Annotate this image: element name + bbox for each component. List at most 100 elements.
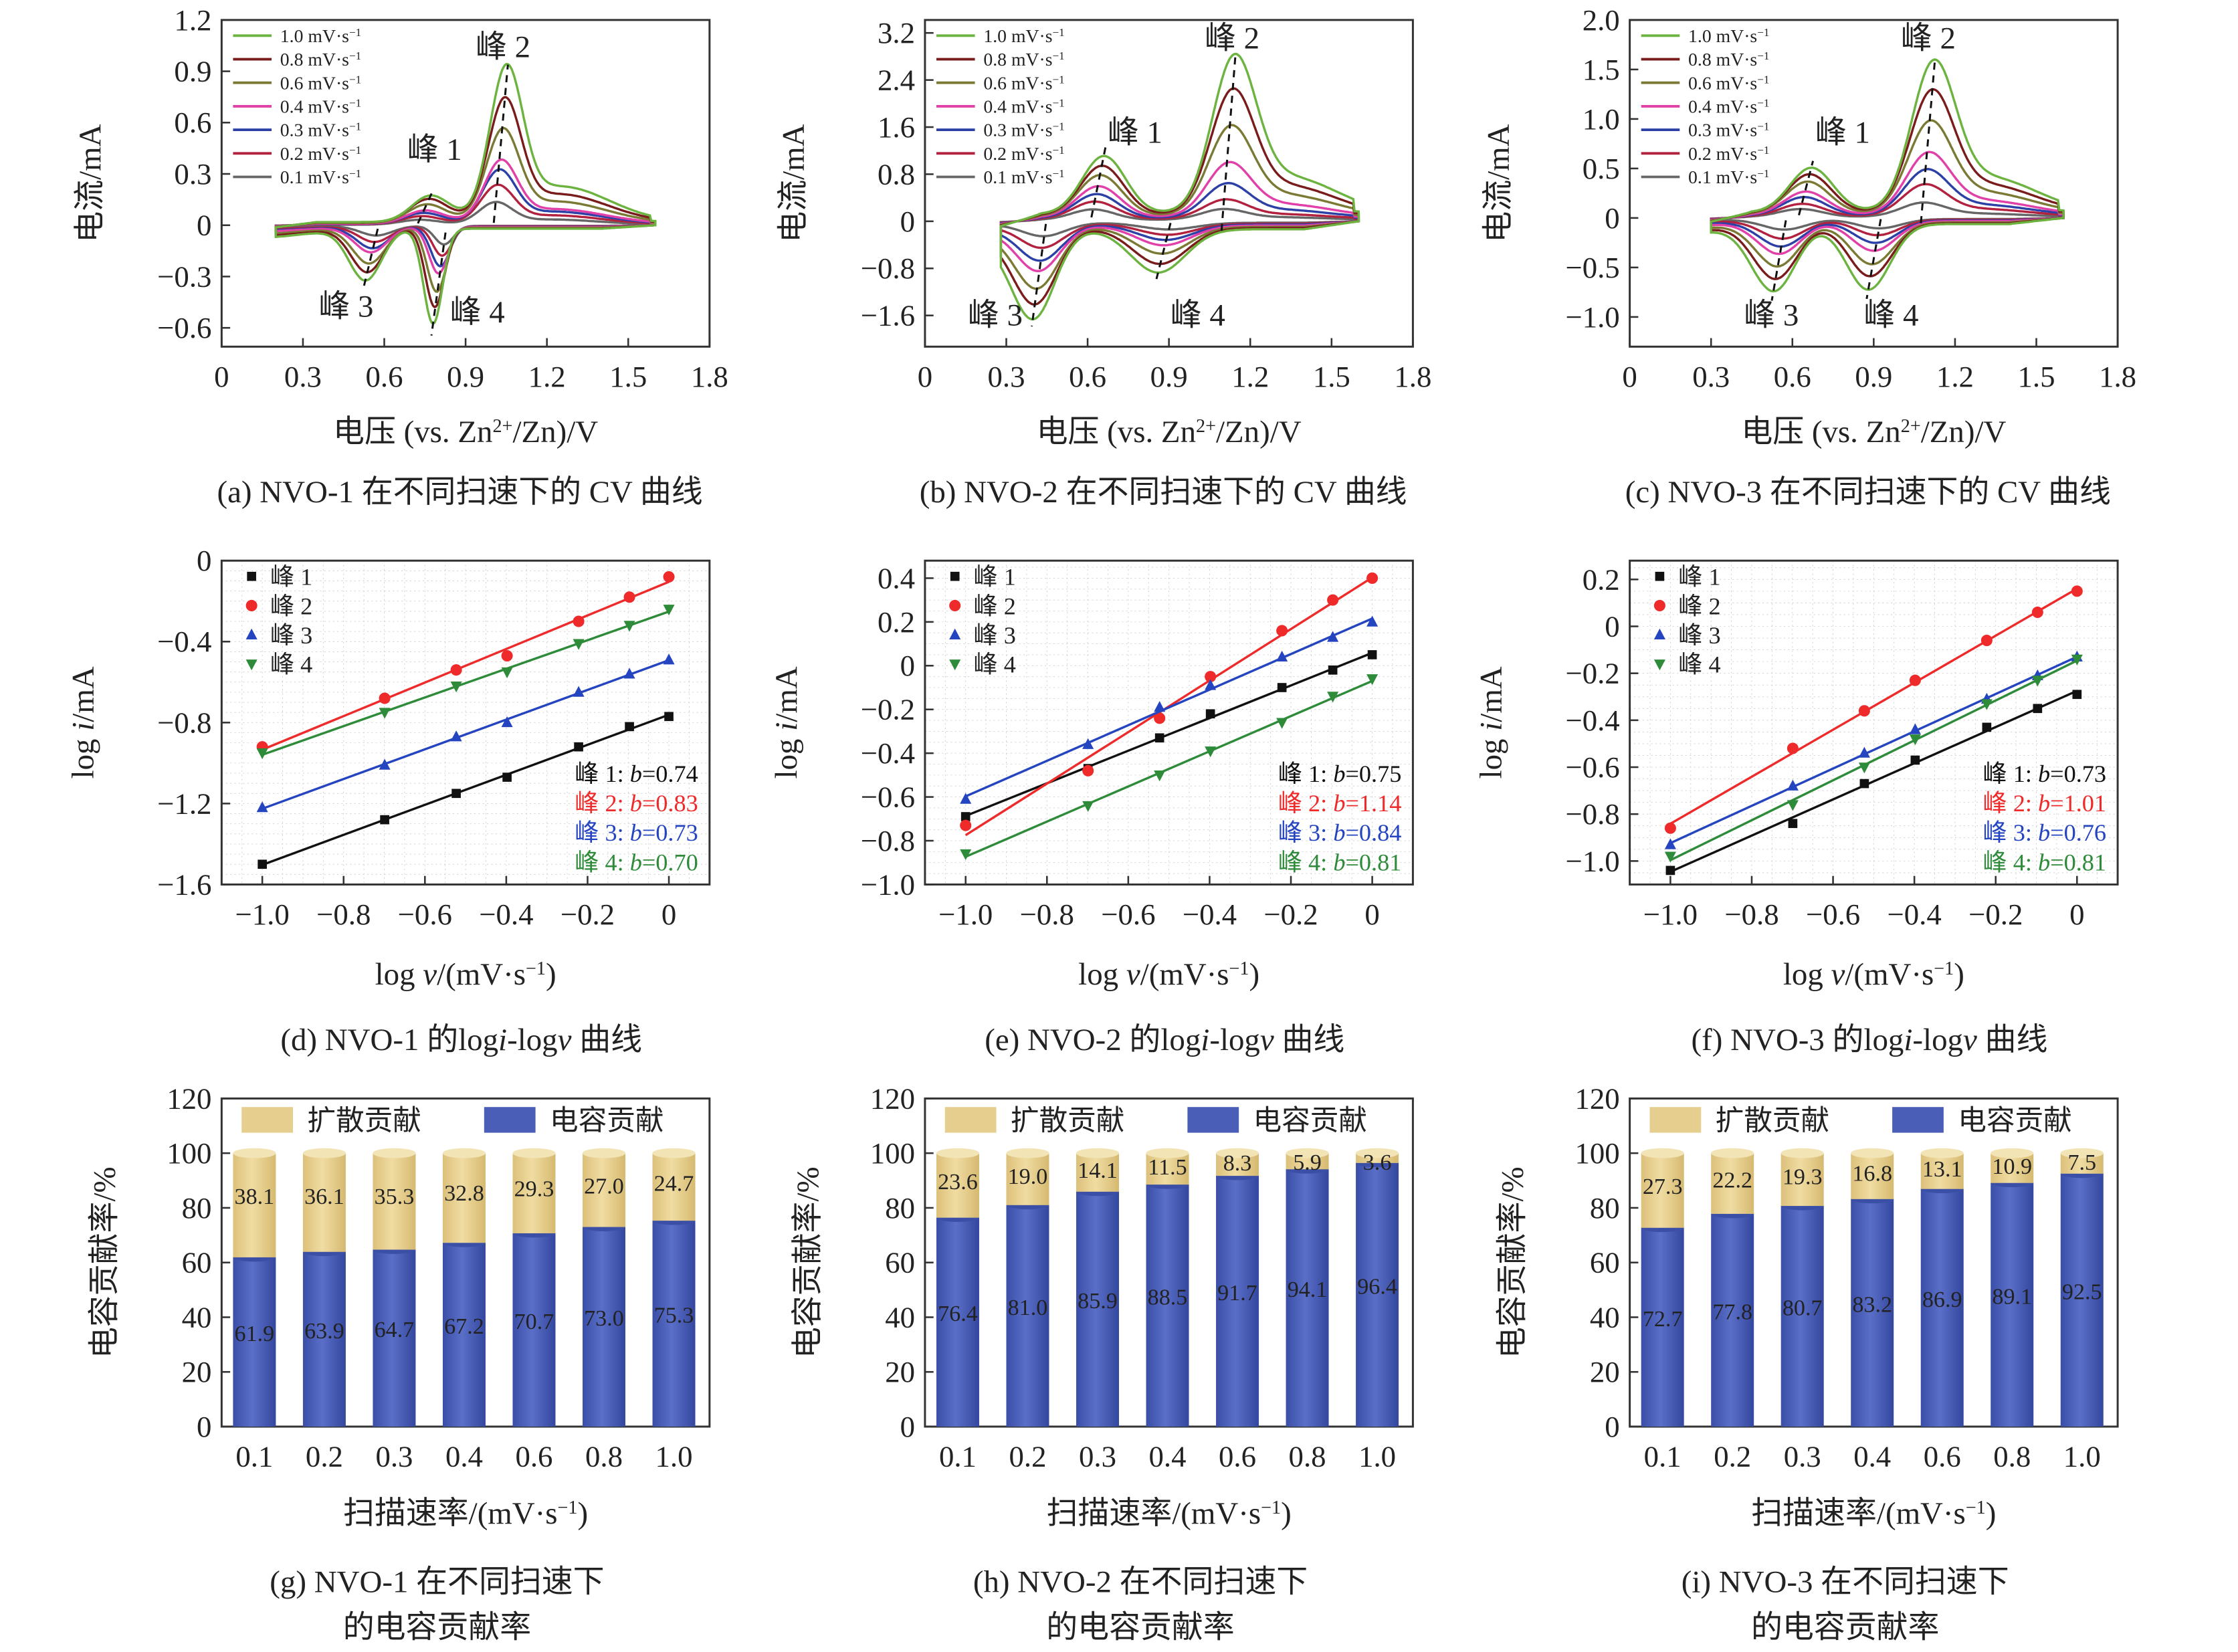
capacitive-bar-segment [1991, 1182, 2034, 1427]
x-tick-label: 0.3 [1784, 1440, 1821, 1473]
x-tick-label: 0.1 [939, 1440, 977, 1473]
y-tick-label: −0.8 [1565, 797, 1619, 831]
capacitive-bar-segment [1006, 1205, 1049, 1427]
legend-unit-exponent: −1 [1757, 167, 1769, 180]
stacked-bar: 63.9 36.1 [302, 1148, 346, 1427]
triangle-down-marker [1205, 746, 1217, 758]
legend-swatch-diffusion [944, 1107, 997, 1133]
legend-label: 0.1 mV·s−1 [1688, 167, 1769, 187]
b-value: =0.81 [2050, 849, 2106, 875]
legend-label: 峰 4 [1678, 651, 1720, 678]
diffusion-bar-segment [373, 1153, 416, 1250]
b-value: =0.75 [1345, 760, 1401, 787]
diffusion-value-label: 24.7 [654, 1171, 694, 1196]
triangle-down-marker [1276, 718, 1288, 729]
triangle-up-marker [450, 730, 462, 742]
text-part: /(mV·s [1845, 957, 1934, 992]
legend-label: 峰 2 [270, 593, 312, 619]
y-tick-label: 0.9 [174, 55, 211, 88]
y-tick-label: 40 [182, 1300, 212, 1334]
capacitive-value-label: 70.7 [514, 1310, 554, 1334]
diffusion-value-label: 5.9 [1293, 1150, 1322, 1175]
diffusion-value-label: 13.1 [1922, 1157, 1962, 1182]
x-tick-label: 0.4 [1853, 1440, 1891, 1473]
legend-unit-exponent: −1 [1053, 96, 1065, 109]
fit-label: 峰 2: [1278, 790, 1334, 817]
text-part: −1 [1261, 1498, 1281, 1518]
x-axis-label: 扫描速率/(mV·s−1) [1047, 1496, 1292, 1531]
capacitive-value-label: 91.7 [1217, 1281, 1257, 1306]
legend-label: 0.4 mV·s−1 [280, 96, 361, 117]
square-marker [2033, 704, 2043, 714]
fit-line [965, 651, 1373, 817]
diffusion-bar-segment [1146, 1153, 1189, 1185]
capacitive-bar-segment [302, 1251, 346, 1427]
y-tick-label: 0.4 [878, 561, 915, 595]
text-part: (h) NVO-2 在不同扫速下 [973, 1564, 1308, 1599]
x-axis-label: 电压 (vs. Zn2+/Zn)/V [1037, 415, 1302, 449]
b-symbol: b [2038, 760, 2050, 787]
b-value-annotation: 峰 4: b=0.70 [575, 849, 698, 875]
x-tick-label: 0.6 [1069, 360, 1106, 393]
text-part: /Zn)/V [1216, 415, 1302, 449]
bar-cap [373, 1148, 416, 1158]
text-part: i [498, 1023, 507, 1057]
legend-label: 0.6 mV·s−1 [280, 72, 361, 93]
diffusion-value-label: 19.0 [1008, 1164, 1048, 1189]
fit-label: 峰 4: [1982, 849, 2038, 875]
y-tick-label: −0.4 [861, 736, 915, 770]
triangle-down-marker [663, 605, 675, 616]
y-tick-label: −0.2 [1565, 657, 1619, 690]
circle-marker [960, 819, 972, 831]
square-marker [1277, 683, 1287, 692]
triangle-up-marker [1787, 779, 1799, 791]
x-tick-label: 0.6 [1219, 1440, 1256, 1473]
y-tick-label: 60 [1590, 1246, 1620, 1279]
diffusion-value-label: 3.6 [1363, 1150, 1392, 1175]
b-value-annotation: 峰 3: b=0.84 [1278, 819, 1402, 846]
legend-unit-exponent: −1 [1757, 143, 1769, 156]
legend-label: 峰 4 [973, 651, 1015, 678]
y-tick-label: 0 [900, 205, 915, 238]
y-axis-label: 电容贡献率/% [87, 1166, 122, 1358]
text-part: 电容贡献率/% [791, 1166, 825, 1358]
text-part: ) [1281, 1496, 1292, 1531]
x-axis-label: 扫描速率/(mV·s−1) [1751, 1496, 1996, 1531]
legend-label: 峰 2 [1678, 593, 1720, 619]
bar-cap [936, 1148, 979, 1158]
capacitive-bar-segment [1286, 1169, 1329, 1427]
fit-label: 峰 3: [1982, 819, 2038, 846]
caption: (i) NVO-3 在不同扫速下的电容贡献率 [1682, 1564, 2009, 1645]
bar-cap [233, 1148, 276, 1158]
y-tick-label: 0 [900, 649, 915, 682]
legend-unit-exponent: −1 [1053, 49, 1065, 62]
b-symbol: b [2038, 849, 2050, 875]
diffusion-bar-segment [1006, 1153, 1049, 1205]
x-tick-label: 0.6 [366, 360, 403, 393]
y-tick-label: 80 [182, 1191, 212, 1225]
triangle-up-marker [1909, 723, 1921, 734]
b-value-annotation: 峰 4: b=0.81 [1278, 849, 1402, 875]
legend-swatch-diffusion [241, 1107, 293, 1133]
circle-marker [1664, 822, 1676, 834]
b-symbol: b [1333, 790, 1345, 817]
peak-label: 峰 2 [1901, 21, 1956, 56]
x-tick-label: 1.8 [2099, 360, 2136, 393]
x-tick-label: 0.8 [1289, 1440, 1326, 1473]
y-tick-label: −0.4 [1565, 704, 1619, 737]
square-marker [1910, 755, 1920, 765]
bar-cap [1991, 1148, 2034, 1158]
y-tick-label: 0.2 [1583, 562, 1620, 596]
diffusion-value-label: 36.1 [304, 1184, 344, 1209]
y-tick-label: 60 [885, 1246, 915, 1279]
caption: (f) NVO-3 的logi-logv 曲线 [1692, 1023, 2048, 1057]
legend-swatch-diffusion [1649, 1107, 1702, 1133]
triangle-up-marker [379, 758, 391, 770]
text-part: /(mV·s [1140, 957, 1229, 992]
triangle-up-marker [1366, 615, 1379, 627]
triangle-up-marker [1154, 701, 1166, 712]
b-symbol: b [1333, 849, 1345, 875]
legend-unit-exponent: −1 [1053, 73, 1065, 86]
circle-marker [1082, 764, 1094, 777]
legend-value: 0.4 mV·s [280, 96, 349, 117]
